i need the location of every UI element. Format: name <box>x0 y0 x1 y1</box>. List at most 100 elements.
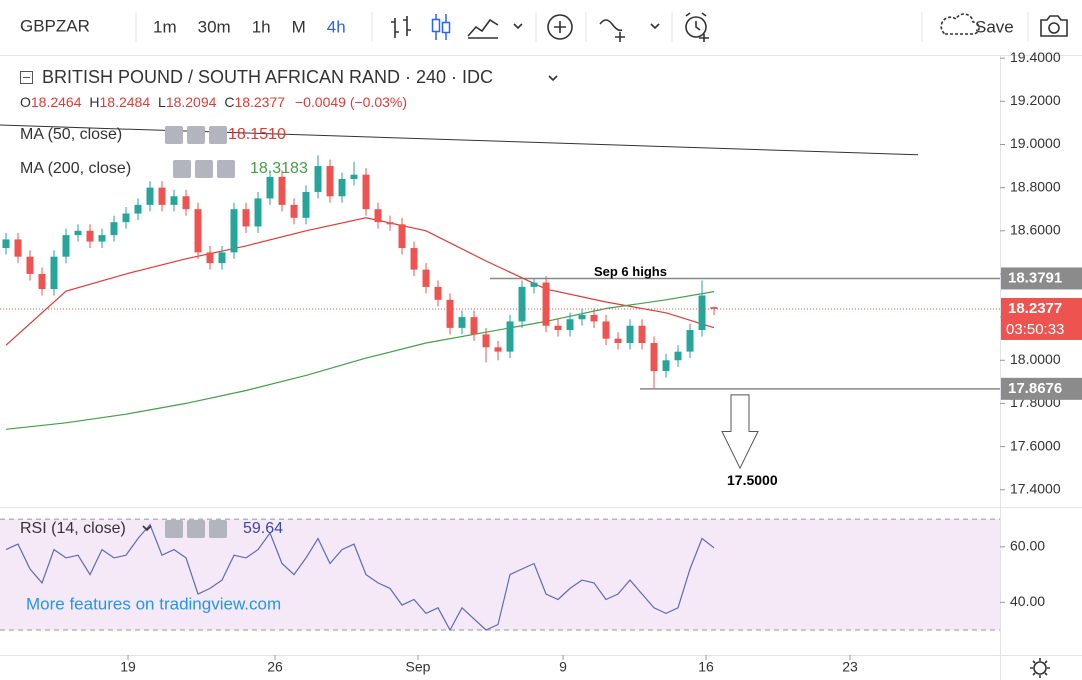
interval-button[interactable]: 1h <box>252 17 271 36</box>
ma200-name: MA (200, close) <box>20 160 131 177</box>
ohlc-label: L <box>158 94 166 110</box>
change: −0.0049 (−0.03%) <box>295 94 407 110</box>
x-tick-label: Sep <box>406 659 431 675</box>
candle-body <box>134 204 142 214</box>
candle-body <box>26 256 34 274</box>
rsi-name: RSI (14, close) <box>20 520 126 537</box>
ohlc-value: 18.2094 <box>166 94 217 110</box>
x-tick-label: 16 <box>698 659 714 675</box>
candle-body <box>590 314 598 322</box>
candle-body <box>14 239 22 257</box>
candle-body <box>602 321 610 339</box>
y-tick-label: 17.4000 <box>1010 480 1061 496</box>
bars-icon[interactable] <box>391 16 411 38</box>
symbol[interactable]: GBPZAR <box>20 16 90 35</box>
candle-body <box>554 325 562 331</box>
candle-body <box>578 314 586 320</box>
rsi-tick-label: 40.00 <box>1010 593 1045 609</box>
legend-icon[interactable] <box>165 520 183 538</box>
candle-body <box>74 230 82 236</box>
candle-body <box>374 209 382 223</box>
candle-body <box>62 235 70 257</box>
settings-icon[interactable] <box>1030 658 1050 678</box>
ma-value: 18.3183 <box>250 160 308 177</box>
target-arrow <box>721 394 759 470</box>
collapse-icon[interactable] <box>20 71 33 84</box>
toolbar: GBPZAR 1m 30m 1h M 4h Save <box>0 12 1082 56</box>
ohlc-value: 18.2377 <box>234 94 285 110</box>
candle-body <box>194 209 202 253</box>
legend-icon[interactable] <box>187 520 205 538</box>
candle-body <box>674 351 682 361</box>
legend-icon[interactable] <box>209 126 227 144</box>
area-icon[interactable] <box>467 18 499 39</box>
interval-button[interactable]: 30m <box>198 17 231 36</box>
candle-body <box>98 235 106 242</box>
plus <box>554 21 566 33</box>
countdown: 03:50:33 <box>1006 321 1064 338</box>
legend-icon[interactable] <box>209 520 227 538</box>
x-tick-label: 19 <box>120 659 136 675</box>
legend-icon[interactable] <box>217 160 235 178</box>
caret[interactable] <box>548 75 558 82</box>
candle-body <box>566 319 574 331</box>
series-title: BRITISH POUND / SOUTH AFRICAN RAND · 240… <box>42 67 493 87</box>
candle-body <box>350 174 358 179</box>
candle-body <box>626 325 634 343</box>
promo-link[interactable]: More features on tradingview.com <box>26 594 281 613</box>
y-tick-label: 18.8000 <box>1010 178 1061 194</box>
caret[interactable] <box>650 23 660 30</box>
candle-body <box>386 222 394 225</box>
candle-body <box>446 299 454 328</box>
candle-body <box>638 325 646 343</box>
level-label: 17.8676 <box>1008 380 1062 397</box>
candle-body <box>110 222 118 236</box>
candle-body <box>518 286 526 322</box>
x-tick-label: 26 <box>267 659 283 675</box>
candle-body <box>458 317 466 328</box>
ma-value: 18.1510 <box>228 126 286 143</box>
interval-button[interactable]: 4h <box>327 17 346 36</box>
y-tick-label: 18.6000 <box>1010 221 1061 237</box>
y-tick-label: 17.6000 <box>1010 437 1061 453</box>
ohlc-label: C <box>224 94 234 110</box>
target-label: 17.5000 <box>727 472 778 488</box>
candle-body <box>710 307 718 309</box>
candle-body <box>170 196 178 205</box>
candle-body <box>266 176 274 199</box>
candle-body <box>698 295 706 331</box>
legend-icon[interactable] <box>187 126 205 144</box>
add-indicator-icon[interactable] <box>547 14 573 40</box>
candle-body <box>278 176 286 205</box>
candle-body <box>482 334 490 348</box>
compare-icon[interactable] <box>599 19 625 42</box>
legend-icon[interactable] <box>173 160 191 178</box>
ma50-name: MA (50, close) <box>20 126 122 143</box>
ohlc: O18.2464 H18.2484 L18.2094 C18.2377 −0.0… <box>20 94 407 110</box>
legend-icons: 18.1510 18.3183 59.64 <box>165 126 308 538</box>
candle-body <box>38 273 46 290</box>
y-tick-label: 18.0000 <box>1010 351 1061 367</box>
interval-button[interactable]: M <box>292 17 306 36</box>
caret[interactable] <box>513 23 523 30</box>
camera-icon[interactable] <box>1040 15 1068 37</box>
interval-button[interactable]: 1m <box>153 17 177 36</box>
candle-body <box>86 230 94 242</box>
alert-icon[interactable] <box>685 16 707 38</box>
candle-icon-body <box>441 21 451 34</box>
trend-line <box>0 124 919 156</box>
rsi-tick-label: 60.00 <box>1010 538 1045 554</box>
candle-body <box>494 347 502 352</box>
caret[interactable] <box>142 525 152 532</box>
legend-icon[interactable] <box>195 160 213 178</box>
legend-icon[interactable] <box>165 126 183 144</box>
candle-body <box>434 286 442 300</box>
y-tick-label: 19.2000 <box>1010 92 1061 108</box>
candle-body <box>242 209 250 227</box>
x-tick-label: 23 <box>842 659 858 675</box>
candle-body <box>230 209 238 253</box>
last-price-box <box>1001 297 1082 340</box>
save-button[interactable]: Save <box>975 17 1014 36</box>
candle-body <box>686 330 694 352</box>
title-text: BRITISH POUND / SOUTH AFRICAN RAND · 240… <box>42 67 493 87</box>
